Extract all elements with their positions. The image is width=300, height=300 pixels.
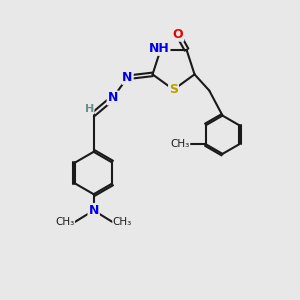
Text: O: O	[173, 28, 183, 41]
Text: CH₃: CH₃	[170, 139, 190, 149]
Text: S: S	[169, 83, 178, 96]
Text: H: H	[156, 45, 165, 55]
Text: CH₃: CH₃	[55, 217, 74, 227]
Text: N: N	[88, 204, 99, 217]
Text: N: N	[122, 71, 133, 84]
Text: H: H	[85, 104, 94, 114]
Text: CH₃: CH₃	[113, 217, 132, 227]
Text: N: N	[108, 92, 118, 104]
Text: NH: NH	[149, 42, 170, 55]
